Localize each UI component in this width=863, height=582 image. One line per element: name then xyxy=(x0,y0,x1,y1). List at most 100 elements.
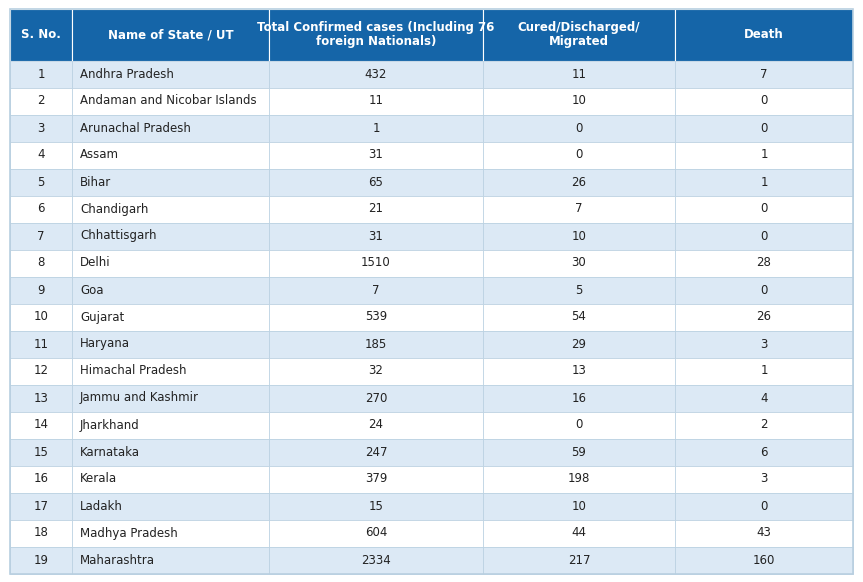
Text: 13: 13 xyxy=(571,364,587,378)
Text: 5: 5 xyxy=(37,176,45,189)
Bar xyxy=(483,196,675,222)
Bar xyxy=(483,411,675,438)
Bar xyxy=(10,331,72,357)
Bar xyxy=(483,115,675,141)
Bar xyxy=(269,520,483,546)
Text: 7: 7 xyxy=(37,229,45,243)
Bar xyxy=(675,61,853,87)
Bar xyxy=(269,87,483,115)
Text: Andhra Pradesh: Andhra Pradesh xyxy=(80,68,173,80)
Text: Total Confirmed cases (Including 76
foreign Nationals): Total Confirmed cases (Including 76 fore… xyxy=(257,20,494,48)
Bar xyxy=(483,61,675,87)
Bar xyxy=(269,303,483,331)
Text: 3: 3 xyxy=(760,473,768,485)
Bar xyxy=(483,357,675,385)
Text: 3: 3 xyxy=(760,338,768,350)
Bar xyxy=(10,196,72,222)
Text: 18: 18 xyxy=(34,527,48,540)
Bar xyxy=(10,520,72,546)
Text: 4: 4 xyxy=(37,148,45,161)
Bar xyxy=(269,169,483,196)
Bar xyxy=(269,438,483,466)
Text: Assam: Assam xyxy=(80,148,119,161)
Text: 13: 13 xyxy=(34,392,48,404)
Text: 0: 0 xyxy=(760,94,768,108)
Text: Haryana: Haryana xyxy=(80,338,130,350)
Text: Karnataka: Karnataka xyxy=(80,445,140,459)
Bar xyxy=(675,438,853,466)
Bar xyxy=(269,276,483,303)
Bar xyxy=(10,61,72,87)
Bar xyxy=(10,466,72,492)
Text: 30: 30 xyxy=(571,257,586,269)
Bar xyxy=(269,222,483,250)
Bar xyxy=(483,331,675,357)
Bar xyxy=(10,87,72,115)
Bar xyxy=(72,331,269,357)
Text: 432: 432 xyxy=(365,68,387,80)
Bar xyxy=(72,61,269,87)
Bar xyxy=(72,520,269,546)
Text: Kerala: Kerala xyxy=(80,473,117,485)
Bar xyxy=(483,222,675,250)
Bar xyxy=(72,492,269,520)
Text: 4: 4 xyxy=(760,392,768,404)
Text: 44: 44 xyxy=(571,527,587,540)
Text: 6: 6 xyxy=(760,445,768,459)
Bar xyxy=(269,492,483,520)
Text: 28: 28 xyxy=(757,257,772,269)
Text: 15: 15 xyxy=(34,445,48,459)
Bar xyxy=(675,385,853,411)
Bar xyxy=(675,331,853,357)
Bar xyxy=(10,546,72,573)
Bar xyxy=(675,9,853,61)
Text: 539: 539 xyxy=(365,311,387,324)
Bar xyxy=(269,546,483,573)
Bar xyxy=(10,115,72,141)
Bar xyxy=(483,141,675,169)
Bar xyxy=(10,169,72,196)
Text: 31: 31 xyxy=(369,229,383,243)
Text: Chandigarh: Chandigarh xyxy=(80,203,148,215)
Text: 1510: 1510 xyxy=(361,257,391,269)
Bar xyxy=(10,385,72,411)
Text: Cured/Discharged/
Migrated: Cured/Discharged/ Migrated xyxy=(518,20,640,48)
Text: 11: 11 xyxy=(369,94,383,108)
Text: 19: 19 xyxy=(34,553,48,566)
Text: 1: 1 xyxy=(37,68,45,80)
Text: 198: 198 xyxy=(568,473,590,485)
Bar xyxy=(675,222,853,250)
Bar xyxy=(10,357,72,385)
Bar xyxy=(10,492,72,520)
Text: 7: 7 xyxy=(372,283,380,296)
Text: 379: 379 xyxy=(365,473,387,485)
Text: 0: 0 xyxy=(760,229,768,243)
Bar xyxy=(72,466,269,492)
Text: 6: 6 xyxy=(37,203,45,215)
Text: 160: 160 xyxy=(753,553,775,566)
Bar xyxy=(269,466,483,492)
Text: S. No.: S. No. xyxy=(21,28,61,41)
Bar xyxy=(10,9,72,61)
Bar xyxy=(483,250,675,276)
Bar xyxy=(269,250,483,276)
Text: Chhattisgarh: Chhattisgarh xyxy=(80,229,156,243)
Bar xyxy=(269,141,483,169)
Text: 0: 0 xyxy=(576,148,583,161)
Text: 29: 29 xyxy=(571,338,587,350)
Text: Delhi: Delhi xyxy=(80,257,110,269)
Text: 1: 1 xyxy=(760,364,768,378)
Bar xyxy=(10,222,72,250)
Text: 1: 1 xyxy=(760,148,768,161)
Text: 16: 16 xyxy=(34,473,48,485)
Bar xyxy=(10,411,72,438)
Text: 43: 43 xyxy=(757,527,772,540)
Text: 10: 10 xyxy=(571,94,587,108)
Text: 26: 26 xyxy=(757,311,772,324)
Text: Andaman and Nicobar Islands: Andaman and Nicobar Islands xyxy=(80,94,256,108)
Bar xyxy=(72,115,269,141)
Text: 7: 7 xyxy=(576,203,583,215)
Bar xyxy=(10,250,72,276)
Bar xyxy=(483,492,675,520)
Text: Madhya Pradesh: Madhya Pradesh xyxy=(80,527,178,540)
